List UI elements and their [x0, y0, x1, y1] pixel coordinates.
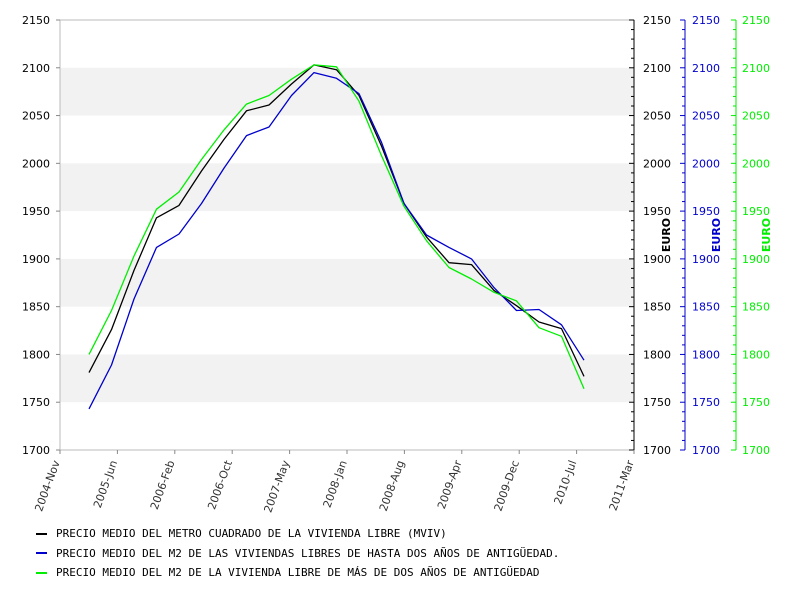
y-tick-label-right: 2150	[742, 14, 770, 27]
x-tick-label: 2011-Mar	[607, 458, 637, 512]
y-tick-label-right: 1950	[643, 205, 671, 218]
y-tick-label-right: 1700	[643, 444, 671, 457]
y-tick-label-right: 2000	[742, 157, 770, 170]
y-tick-label-right: 1850	[692, 301, 720, 314]
grid-band	[60, 67, 634, 116]
x-tick-label: 2010-Jul	[552, 459, 580, 507]
x-tick-label: 2004-Nov	[32, 458, 63, 513]
y-tick-label-left: 2100	[22, 62, 50, 75]
y-tick-label-right: 1950	[692, 205, 720, 218]
grid-band	[60, 354, 634, 403]
x-tick-label: 2008-Jan	[321, 459, 350, 510]
y-tick-label-right: 1900	[692, 253, 720, 266]
y-axis-label-euro: EURO	[660, 218, 673, 252]
x-tick-label: 2009-Dec	[492, 459, 522, 513]
x-tick-label: 2009-Apr	[435, 458, 465, 511]
y-tick-label-right: 1700	[692, 444, 720, 457]
y-tick-label-left: 1700	[22, 444, 50, 457]
x-tick-label: 2005-Jun	[91, 459, 120, 510]
y-tick-label-left: 2000	[22, 157, 50, 170]
legend-swatch-green	[36, 571, 47, 574]
y-tick-label-right: 2050	[742, 110, 770, 123]
legend-swatch-black	[36, 532, 47, 535]
y-tick-label-right: 2150	[643, 14, 671, 27]
y-tick-label-right: 1750	[643, 396, 671, 409]
y-tick-label-right: 2050	[692, 110, 720, 123]
y-tick-label-right: 1950	[742, 205, 770, 218]
y-axis-label-euro: EURO	[710, 218, 723, 252]
y-tick-label-right: 1850	[643, 301, 671, 314]
y-tick-label-left: 1750	[22, 396, 50, 409]
legend-item: PRECIO MEDIO DEL M2 DE LAS VIVIENDAS LIB…	[36, 544, 559, 564]
y-tick-label-right: 2050	[643, 110, 671, 123]
legend-label: PRECIO MEDIO DEL METRO CUADRADO DE LA VI…	[56, 527, 447, 541]
y-tick-label-left: 1850	[22, 301, 50, 314]
y-tick-label-right: 1850	[742, 301, 770, 314]
y-tick-label-right: 1750	[742, 396, 770, 409]
y-tick-label-right: 2150	[692, 14, 720, 27]
y-tick-label-right: 2000	[643, 157, 671, 170]
y-tick-label-right: 1900	[742, 253, 770, 266]
series-line-2	[88, 64, 585, 390]
y-tick-label-left: 2150	[22, 14, 50, 27]
y-tick-label-right: 2100	[643, 62, 671, 75]
y-tick-label-right: 1700	[742, 444, 770, 457]
legend-item: PRECIO MEDIO DEL M2 DE LA VIVIENDA LIBRE…	[36, 563, 559, 583]
y-axis-label-euro: EURO	[760, 218, 773, 252]
legend-label: PRECIO MEDIO DEL M2 DE LA VIVIENDA LIBRE…	[56, 566, 540, 580]
y-tick-label-right: 1800	[742, 348, 770, 361]
y-tick-label-left: 2050	[22, 110, 50, 123]
legend-label: PRECIO MEDIO DEL M2 DE LAS VIVIENDAS LIB…	[56, 546, 560, 560]
y-tick-label-right: 1750	[692, 396, 720, 409]
x-tick-label: 2006-Oct	[205, 458, 235, 511]
y-tick-label-left: 1800	[22, 348, 50, 361]
legend-swatch-blue	[36, 552, 47, 555]
y-tick-label-right: 1800	[643, 348, 671, 361]
legend-item: PRECIO MEDIO DEL METRO CUADRADO DE LA VI…	[36, 524, 559, 544]
y-tick-label-right: 2100	[742, 62, 770, 75]
y-tick-label-left: 1900	[22, 253, 50, 266]
grid-band	[60, 163, 634, 212]
y-tick-label-right: 1800	[692, 348, 720, 361]
grid-band	[60, 258, 634, 307]
x-tick-label: 2008-Aug	[377, 459, 407, 513]
x-tick-label: 2007-May	[261, 458, 292, 514]
legend: PRECIO MEDIO DEL METRO CUADRADO DE LA VI…	[36, 524, 559, 583]
y-tick-label-right: 2100	[692, 62, 720, 75]
x-tick-label: 2006-Feb	[148, 459, 178, 512]
y-tick-label-right: 1900	[643, 253, 671, 266]
y-tick-label-right: 2000	[692, 157, 720, 170]
y-tick-label-left: 1950	[22, 205, 50, 218]
